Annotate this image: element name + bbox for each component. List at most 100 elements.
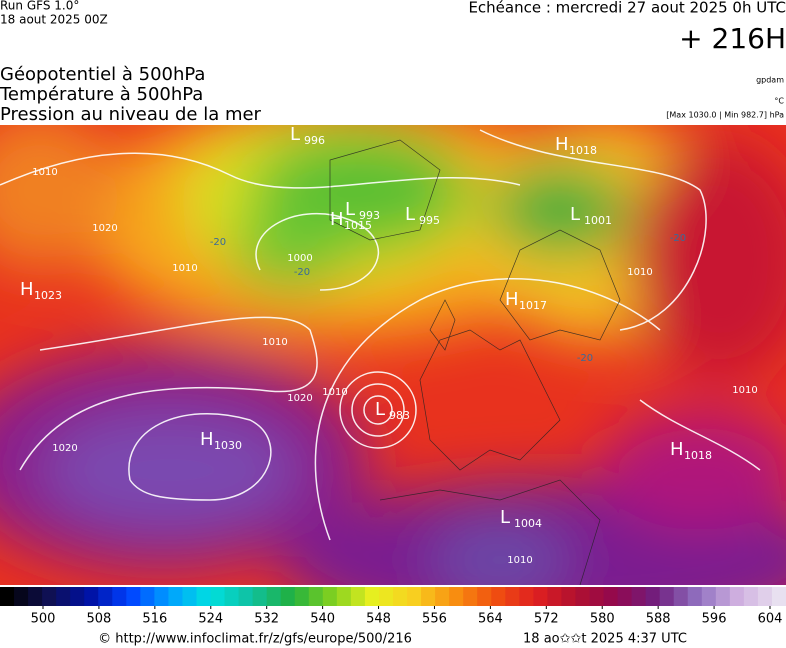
- colorbar-label: 508: [87, 612, 112, 627]
- colorbar-cell: [336, 587, 352, 606]
- colorbar-label: 556: [422, 612, 447, 627]
- temperature-label: -20: [670, 233, 686, 244]
- unit: gpdam: [756, 76, 784, 85]
- colorbar-label: 516: [142, 612, 167, 627]
- center-value: 1018: [684, 449, 712, 462]
- colorbar-label: 564: [478, 612, 503, 627]
- colorbar-cell: [378, 587, 394, 606]
- colorbar-cell: [252, 587, 268, 606]
- center-kind: L: [570, 204, 580, 225]
- colorbar-cell: [603, 587, 619, 606]
- colorbar-cell: [673, 587, 689, 606]
- colorbar-cell: [238, 587, 254, 606]
- center-value: 995: [419, 214, 440, 227]
- colorbar-cell: [449, 587, 464, 606]
- center-kind: H: [330, 209, 344, 230]
- center-kind: H: [505, 289, 519, 310]
- colorbar-cell: [743, 587, 759, 606]
- colorbar-cell: [98, 587, 113, 606]
- colorbar-cell: [407, 587, 422, 606]
- colorbar-cell: [112, 587, 127, 606]
- temperature-label: -20: [210, 237, 226, 248]
- map: [0, 125, 786, 585]
- colorbar-cell: [56, 587, 71, 606]
- colorbar-label: 548: [366, 612, 391, 627]
- colorbar-label: 596: [702, 612, 727, 627]
- center-value: 1015: [344, 219, 372, 232]
- center-value: 993: [359, 209, 380, 222]
- unit: °C: [774, 97, 784, 106]
- colorbar-cell: [182, 587, 197, 606]
- colorbar-cell: [687, 587, 703, 606]
- colorbar-label: 532: [254, 612, 279, 627]
- center-kind: H: [670, 439, 684, 460]
- isobar-label: 1010: [172, 263, 197, 274]
- center-value: 1030: [214, 439, 242, 452]
- colorbar-cell: [729, 587, 745, 606]
- colorbar-label: 524: [198, 612, 223, 627]
- center-value: 1001: [584, 214, 612, 227]
- colorbar-cell: [617, 587, 633, 606]
- lead-time: + 216H: [679, 22, 786, 55]
- colorbar-cell: [477, 587, 492, 606]
- colorbar-cell: [561, 587, 576, 606]
- temperature-label: -20: [294, 267, 310, 278]
- colorbar-cell: [715, 587, 731, 606]
- center-value: 1017: [519, 299, 547, 312]
- temperature-label: -20: [577, 353, 593, 364]
- field: Température à 500hPa: [0, 84, 203, 105]
- colorbar-cell: [294, 587, 310, 606]
- isobar-label: 1010: [32, 167, 57, 178]
- colorbar-cell: [14, 587, 29, 606]
- colorbar-cell: [757, 587, 773, 606]
- isobar-label: 1010: [262, 337, 287, 348]
- colorbar-cell: [589, 587, 605, 606]
- field: Pression au niveau de la mer: [0, 104, 262, 125]
- colorbar-cell: [280, 587, 296, 606]
- isobar-label: 1000: [287, 253, 312, 264]
- isobar-label: 1020: [52, 443, 77, 454]
- colorbar-cell: [224, 587, 240, 606]
- colorbar-cell: [84, 587, 99, 606]
- colorbar-cell: [435, 587, 450, 606]
- colorbar-cell: [575, 587, 590, 606]
- colorbar-cell: [350, 587, 366, 606]
- colorbar-cell: [42, 587, 57, 606]
- center-kind: L: [500, 507, 510, 528]
- colorbar-label: 604: [758, 612, 783, 627]
- colorbar-cell: [126, 587, 141, 606]
- footer-url: © http://www.infoclimat.fr/z/gfs/europe/…: [98, 632, 412, 647]
- center-kind: H: [555, 134, 569, 155]
- colorbar-cell: [645, 587, 661, 606]
- colorbar-cell: [168, 587, 183, 606]
- colorbar-label: 580: [590, 612, 615, 627]
- colorbar-cell: [701, 587, 717, 606]
- colorbar-cell: [421, 587, 436, 606]
- colorbar-cell: [154, 587, 169, 606]
- isobar-label: 1010: [732, 385, 757, 396]
- colorbar-label: 572: [534, 612, 559, 627]
- colorbar-cell: [266, 587, 282, 606]
- isobar-label: 1020: [287, 393, 312, 404]
- colorbar-cell: [519, 587, 534, 606]
- center-kind: L: [405, 204, 415, 225]
- center-kind: L: [375, 399, 385, 420]
- center-kind: H: [20, 279, 34, 300]
- colorbar-label: 588: [646, 612, 671, 627]
- center-value: 996: [304, 134, 325, 147]
- colorbar-label: 540: [310, 612, 335, 627]
- isobar-label: 1010: [627, 267, 652, 278]
- field: Géopotentiel à 500hPa: [0, 64, 205, 85]
- center-kind: L: [345, 199, 355, 220]
- colorbar-cell: [28, 587, 43, 606]
- colorbar-cell: [771, 587, 786, 606]
- isobar-label: 1010: [322, 387, 347, 398]
- colorbar-cell: [0, 587, 15, 606]
- colorbar-cell: [70, 587, 85, 606]
- echeance: Echéance : mercredi 27 aout 2025 0h UTC: [468, 0, 786, 17]
- center-kind: H: [200, 429, 214, 450]
- colorbar-cell: [505, 587, 520, 606]
- run-date: 18 aout 2025 00Z: [0, 13, 108, 27]
- colorbar-cell: [364, 587, 380, 606]
- colorbar-cell: [308, 587, 324, 606]
